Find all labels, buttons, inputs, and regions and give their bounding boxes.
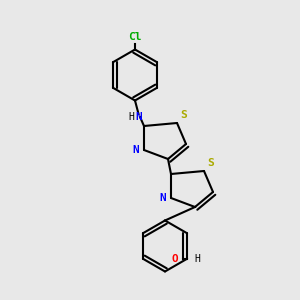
Text: N: N [136, 112, 142, 122]
Text: N: N [160, 193, 166, 203]
Text: S: S [180, 110, 187, 120]
Text: N: N [133, 145, 140, 155]
Text: S: S [207, 158, 214, 168]
Text: Cl: Cl [128, 32, 142, 42]
Text: H: H [128, 112, 134, 122]
Text: H: H [195, 254, 200, 264]
Text: O: O [171, 254, 178, 264]
